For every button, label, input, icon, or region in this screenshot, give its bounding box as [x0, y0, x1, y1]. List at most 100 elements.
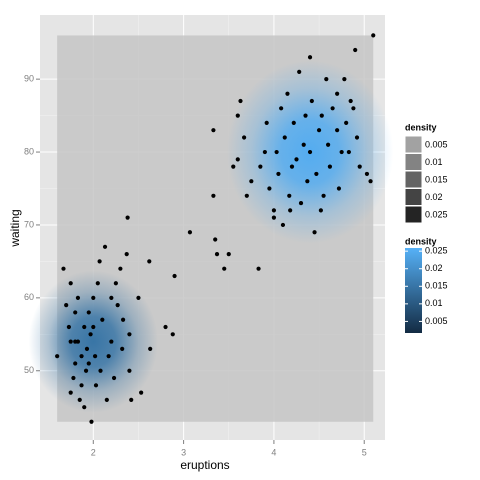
point [305, 179, 310, 184]
point [264, 120, 269, 125]
legend-label: 0.005 [425, 316, 448, 326]
point [91, 324, 96, 330]
legend-title: density [405, 122, 437, 132]
point [64, 303, 69, 308]
point [124, 252, 129, 257]
point [294, 157, 299, 162]
point [136, 295, 141, 300]
point [353, 47, 358, 53]
point [211, 128, 216, 133]
point [170, 332, 175, 337]
point [82, 405, 87, 410]
point [262, 149, 267, 155]
point [118, 266, 123, 271]
point [307, 149, 313, 155]
point [82, 324, 87, 330]
point [346, 149, 351, 155]
point [75, 339, 81, 344]
legend-label: 0.025 [425, 246, 448, 256]
x-tick-label: 5 [362, 447, 367, 457]
point [288, 208, 293, 213]
point [95, 281, 100, 286]
point [127, 368, 132, 373]
legend-label: 0.02 [425, 263, 443, 273]
x-tick-label: 2 [91, 447, 96, 457]
point [298, 200, 304, 206]
point [280, 222, 286, 228]
point [244, 193, 249, 198]
point [222, 266, 227, 271]
point [120, 317, 126, 322]
legend-label: 0.01 [425, 157, 443, 167]
point [55, 354, 60, 359]
x-axis-label: eruptions [180, 458, 229, 472]
point [312, 230, 317, 235]
y-tick-label: 50 [24, 365, 34, 375]
point [267, 186, 272, 191]
point [77, 397, 82, 403]
legend-label: 0.02 [425, 192, 443, 202]
point [303, 113, 308, 118]
point [73, 310, 78, 315]
point [371, 33, 376, 38]
point [86, 361, 91, 366]
point [357, 164, 362, 169]
point [321, 193, 326, 198]
point [271, 208, 277, 213]
point [104, 397, 109, 403]
point [256, 266, 261, 271]
point [368, 179, 373, 184]
x-tick-label: 3 [181, 447, 186, 457]
point [102, 244, 108, 249]
point [291, 120, 296, 125]
point [258, 164, 263, 169]
point [242, 135, 247, 140]
point [326, 142, 331, 147]
point [147, 259, 152, 264]
legend-label: 0.015 [425, 174, 448, 184]
point [285, 91, 290, 96]
point [238, 98, 243, 104]
point [289, 164, 295, 169]
density-peak [28, 270, 159, 413]
y-tick-label: 60 [24, 292, 34, 302]
point [335, 91, 340, 96]
point [187, 230, 193, 235]
point [282, 135, 287, 140]
point [287, 193, 292, 198]
point [97, 259, 102, 264]
point [61, 266, 66, 271]
point [297, 69, 302, 74]
point [309, 98, 314, 104]
point [125, 215, 130, 220]
point [100, 317, 105, 322]
point [344, 120, 349, 125]
point [318, 208, 323, 213]
point [172, 273, 177, 279]
point [226, 252, 231, 257]
point [307, 55, 313, 60]
point [336, 186, 342, 191]
y-axis-label: waiting [8, 209, 22, 247]
point [75, 295, 81, 300]
point [115, 303, 120, 308]
point [106, 354, 111, 359]
point [109, 339, 114, 344]
point [348, 98, 353, 104]
point [271, 215, 277, 220]
point [148, 346, 153, 351]
legend-swatch [404, 153, 423, 171]
point [79, 354, 84, 359]
y-tick-label: 70 [24, 219, 34, 229]
point [120, 346, 125, 351]
point [84, 346, 90, 351]
point [231, 164, 236, 169]
point [109, 295, 114, 300]
legend-label: 0.025 [425, 209, 448, 219]
legend-swatch [404, 135, 423, 154]
point [88, 332, 93, 337]
point [68, 281, 73, 286]
point [342, 77, 347, 82]
point [330, 106, 335, 111]
